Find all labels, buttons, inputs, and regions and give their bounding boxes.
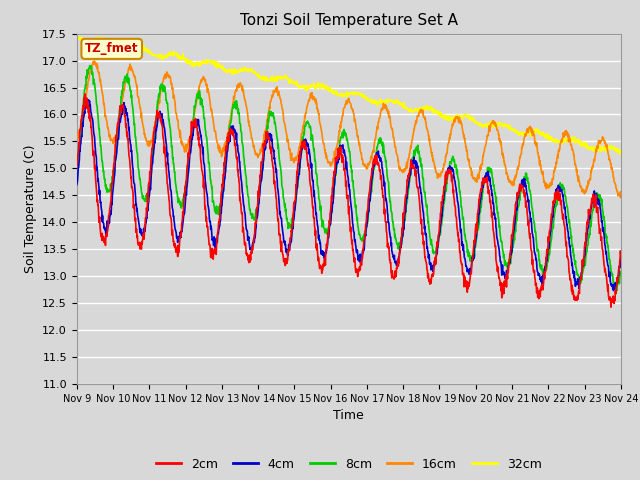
Y-axis label: Soil Temperature (C): Soil Temperature (C)	[24, 144, 36, 273]
Title: Tonzi Soil Temperature Set A: Tonzi Soil Temperature Set A	[240, 13, 458, 28]
Legend: 2cm, 4cm, 8cm, 16cm, 32cm: 2cm, 4cm, 8cm, 16cm, 32cm	[151, 453, 547, 476]
X-axis label: Time: Time	[333, 409, 364, 422]
Text: TZ_fmet: TZ_fmet	[85, 42, 138, 55]
